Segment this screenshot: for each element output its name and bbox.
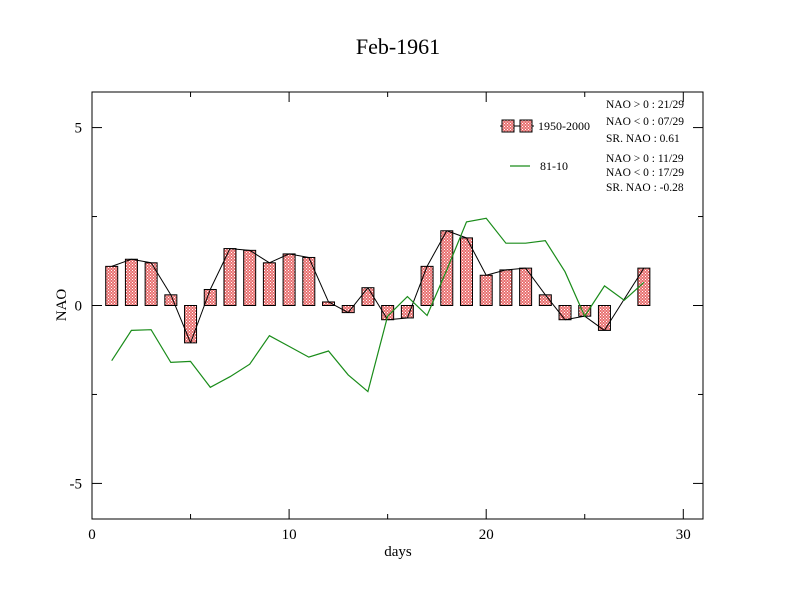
bar-connector-segment bbox=[328, 301, 349, 314]
chart-title: Feb-1961 bbox=[356, 34, 440, 59]
bar-connector-segment bbox=[150, 262, 172, 296]
legend-label-1950-2000: 1950-2000 bbox=[538, 119, 590, 133]
bar bbox=[440, 230, 454, 306]
axis-ticks: 0 10 20 30 -5 0 5 bbox=[70, 92, 703, 543]
bar-connector-segment bbox=[347, 287, 369, 313]
legend: 1950-2000 81-10 NAO > 0 : 21/29 NAO < 0 : 0… bbox=[500, 99, 684, 194]
bar-connector-segment bbox=[544, 294, 566, 321]
bar-series bbox=[105, 230, 651, 344]
bar-connector-segment bbox=[111, 258, 132, 267]
bar-series-connector-line bbox=[111, 230, 645, 344]
legend-bar-symbol-right bbox=[519, 119, 533, 133]
bar-connector-segment bbox=[367, 287, 389, 320]
x-tick-label: 0 bbox=[88, 527, 96, 543]
stats-line: NAO > 0 : 11/29 bbox=[606, 153, 684, 165]
bar bbox=[203, 288, 217, 306]
bar bbox=[597, 305, 611, 331]
y-axis-label: NAO bbox=[54, 289, 70, 322]
bar-connector-segment bbox=[604, 267, 645, 331]
bar-connector-segment bbox=[229, 248, 250, 251]
bar-connector-segment bbox=[426, 230, 448, 267]
bar bbox=[184, 305, 198, 344]
bar-connector-segment bbox=[525, 267, 546, 296]
bar-connector-segment bbox=[170, 294, 192, 344]
bar-connector-segment bbox=[564, 315, 585, 321]
bar bbox=[479, 274, 493, 307]
y-tick-label: 5 bbox=[75, 121, 83, 137]
series-line-81-10 bbox=[111, 217, 645, 393]
bar bbox=[499, 269, 513, 306]
bar-connector-segment bbox=[190, 289, 211, 344]
stats-line: NAO < 0 : 17/29 bbox=[606, 167, 684, 179]
line-series bbox=[111, 217, 645, 393]
bar bbox=[124, 258, 138, 307]
stats-line: SR. NAO : -0.28 bbox=[606, 182, 684, 194]
bar-connector-segment bbox=[446, 230, 467, 239]
y-tick-label: 0 bbox=[75, 299, 83, 315]
y-tick-label: -5 bbox=[70, 476, 83, 492]
x-tick-label: 20 bbox=[479, 527, 494, 543]
bar bbox=[243, 249, 257, 307]
bar-connector-segment bbox=[131, 258, 152, 264]
bar bbox=[558, 305, 572, 321]
bar-connector-segment bbox=[387, 317, 408, 321]
legend-label-81-10: 81-10 bbox=[540, 159, 568, 173]
bar-connector-segment bbox=[249, 249, 270, 264]
bar bbox=[420, 265, 434, 307]
legend-bar-symbol-left bbox=[501, 119, 515, 133]
bar-connector-segment bbox=[584, 315, 605, 331]
bar-connector-segment bbox=[466, 237, 487, 276]
bar bbox=[361, 287, 375, 307]
bar bbox=[459, 237, 473, 306]
bar-connector-segment bbox=[289, 253, 309, 258]
bar bbox=[105, 265, 119, 307]
x-tick-label: 10 bbox=[282, 527, 297, 543]
bar-connector-segment bbox=[308, 257, 329, 303]
bar-connector-segment bbox=[406, 266, 428, 319]
bar bbox=[262, 262, 276, 306]
stats-line: SR. NAO : 0.61 bbox=[606, 133, 680, 145]
bar-connector-segment bbox=[505, 267, 526, 271]
bar bbox=[302, 256, 316, 306]
bar-connector-segment bbox=[209, 248, 231, 290]
x-axis-label: days bbox=[384, 544, 412, 560]
bar bbox=[282, 253, 296, 306]
bar-connector-segment bbox=[269, 253, 290, 264]
bar-connector-segment bbox=[486, 269, 507, 276]
x-tick-label: 30 bbox=[676, 527, 691, 543]
stats-line: NAO < 0 : 07/29 bbox=[606, 116, 684, 128]
stats-line: NAO > 0 : 21/29 bbox=[606, 99, 684, 111]
